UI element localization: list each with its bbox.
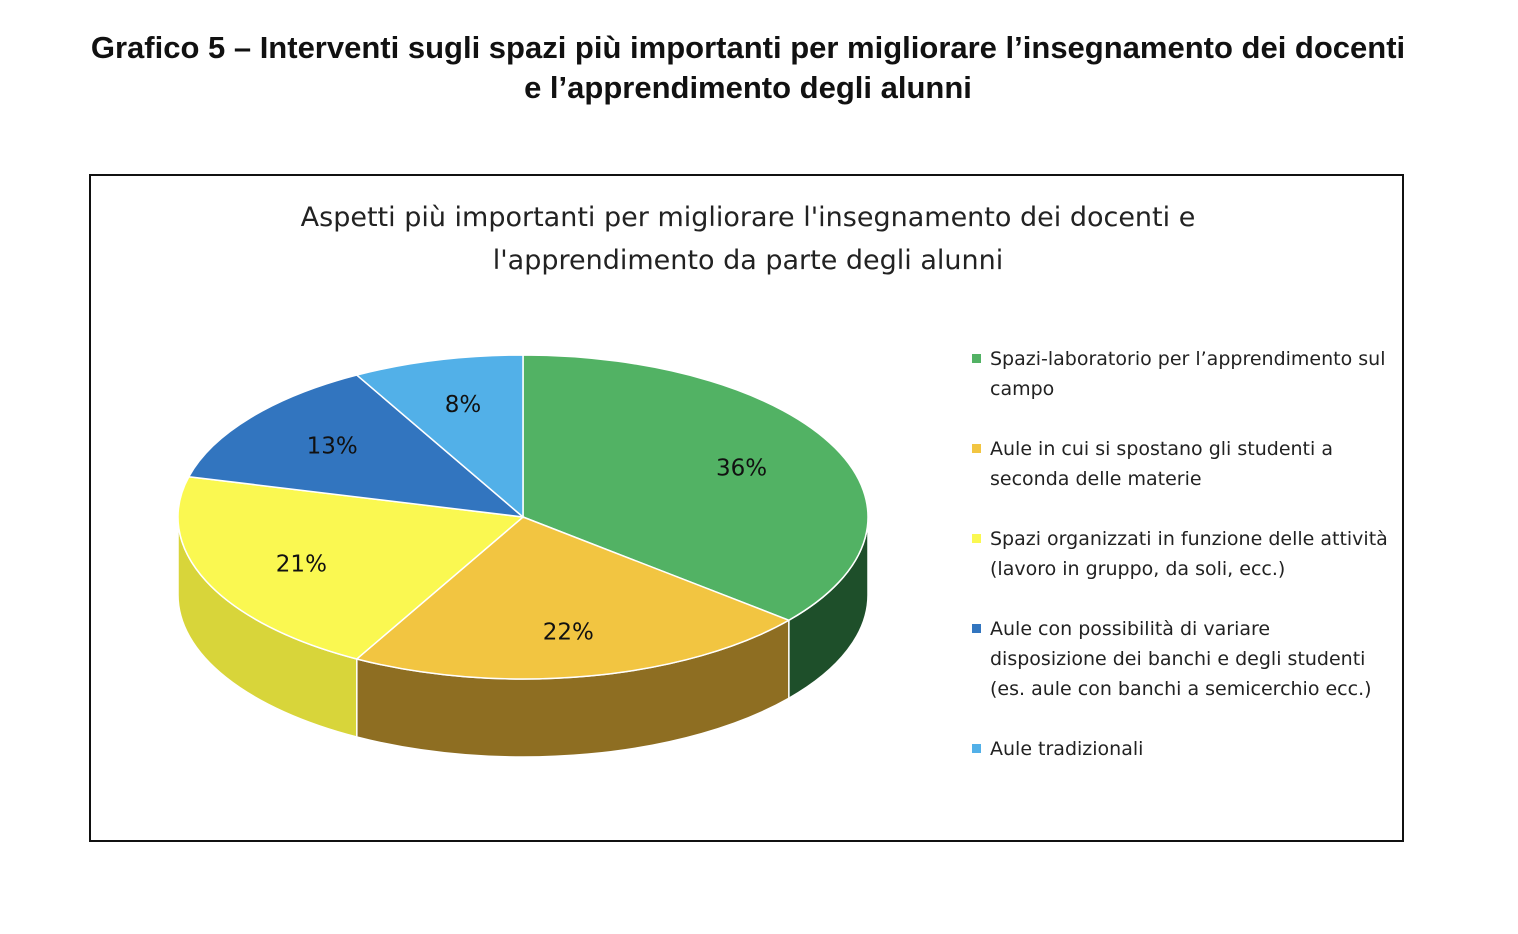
legend-item: Aule con possibilità di variare disposiz… bbox=[972, 614, 1392, 704]
chart-title-line: Aspetti più importanti per migliorare l'… bbox=[300, 202, 1196, 233]
legend-item: Spazi organizzati in funzione delle atti… bbox=[972, 524, 1392, 584]
document-title-line: Grafico 5 – Interventi sugli spazi più i… bbox=[90, 30, 1406, 65]
legend-label: Aule tradizionali bbox=[990, 738, 1144, 760]
chart-title: Aspetti più importanti per migliorare l'… bbox=[0, 196, 1496, 282]
legend-swatch bbox=[972, 354, 981, 363]
legend-item: Spazi-laboratorio per l’apprendimento su… bbox=[972, 344, 1392, 404]
legend-swatch bbox=[972, 444, 981, 453]
legend-swatch bbox=[972, 534, 981, 543]
legend-item: Aule tradizionali bbox=[972, 734, 1392, 764]
document-title-line: e l’apprendimento degli alunni bbox=[524, 70, 972, 105]
legend-label: Aule in cui si spostano gli studenti a s… bbox=[990, 438, 1333, 490]
legend: Spazi-laboratorio per l’apprendimento su… bbox=[972, 344, 1392, 794]
pie-slice bbox=[187, 374, 526, 519]
pie-slice bbox=[177, 475, 525, 660]
legend-swatch bbox=[972, 744, 981, 753]
chart-title-line: l'apprendimento da parte degli alunni bbox=[492, 245, 1004, 276]
data-label: 21% bbox=[276, 551, 327, 577]
data-label: 8% bbox=[445, 392, 482, 418]
pie-slice bbox=[355, 516, 791, 680]
legend-label: Spazi-laboratorio per l’apprendimento su… bbox=[990, 348, 1386, 400]
chart-frame bbox=[89, 174, 1404, 842]
data-label: 36% bbox=[716, 455, 767, 481]
legend-item: Aule in cui si spostano gli studenti a s… bbox=[972, 434, 1392, 494]
legend-swatch bbox=[972, 624, 981, 633]
pie-slice bbox=[522, 354, 869, 622]
data-label: 13% bbox=[307, 434, 358, 460]
legend-label: Aule con possibilità di variare disposiz… bbox=[990, 618, 1372, 700]
data-label: 22% bbox=[543, 620, 594, 646]
legend-label: Spazi organizzati in funzione delle atti… bbox=[990, 528, 1388, 580]
pie-slice bbox=[355, 354, 524, 519]
document-title: Grafico 5 – Interventi sugli spazi più i… bbox=[0, 28, 1496, 108]
